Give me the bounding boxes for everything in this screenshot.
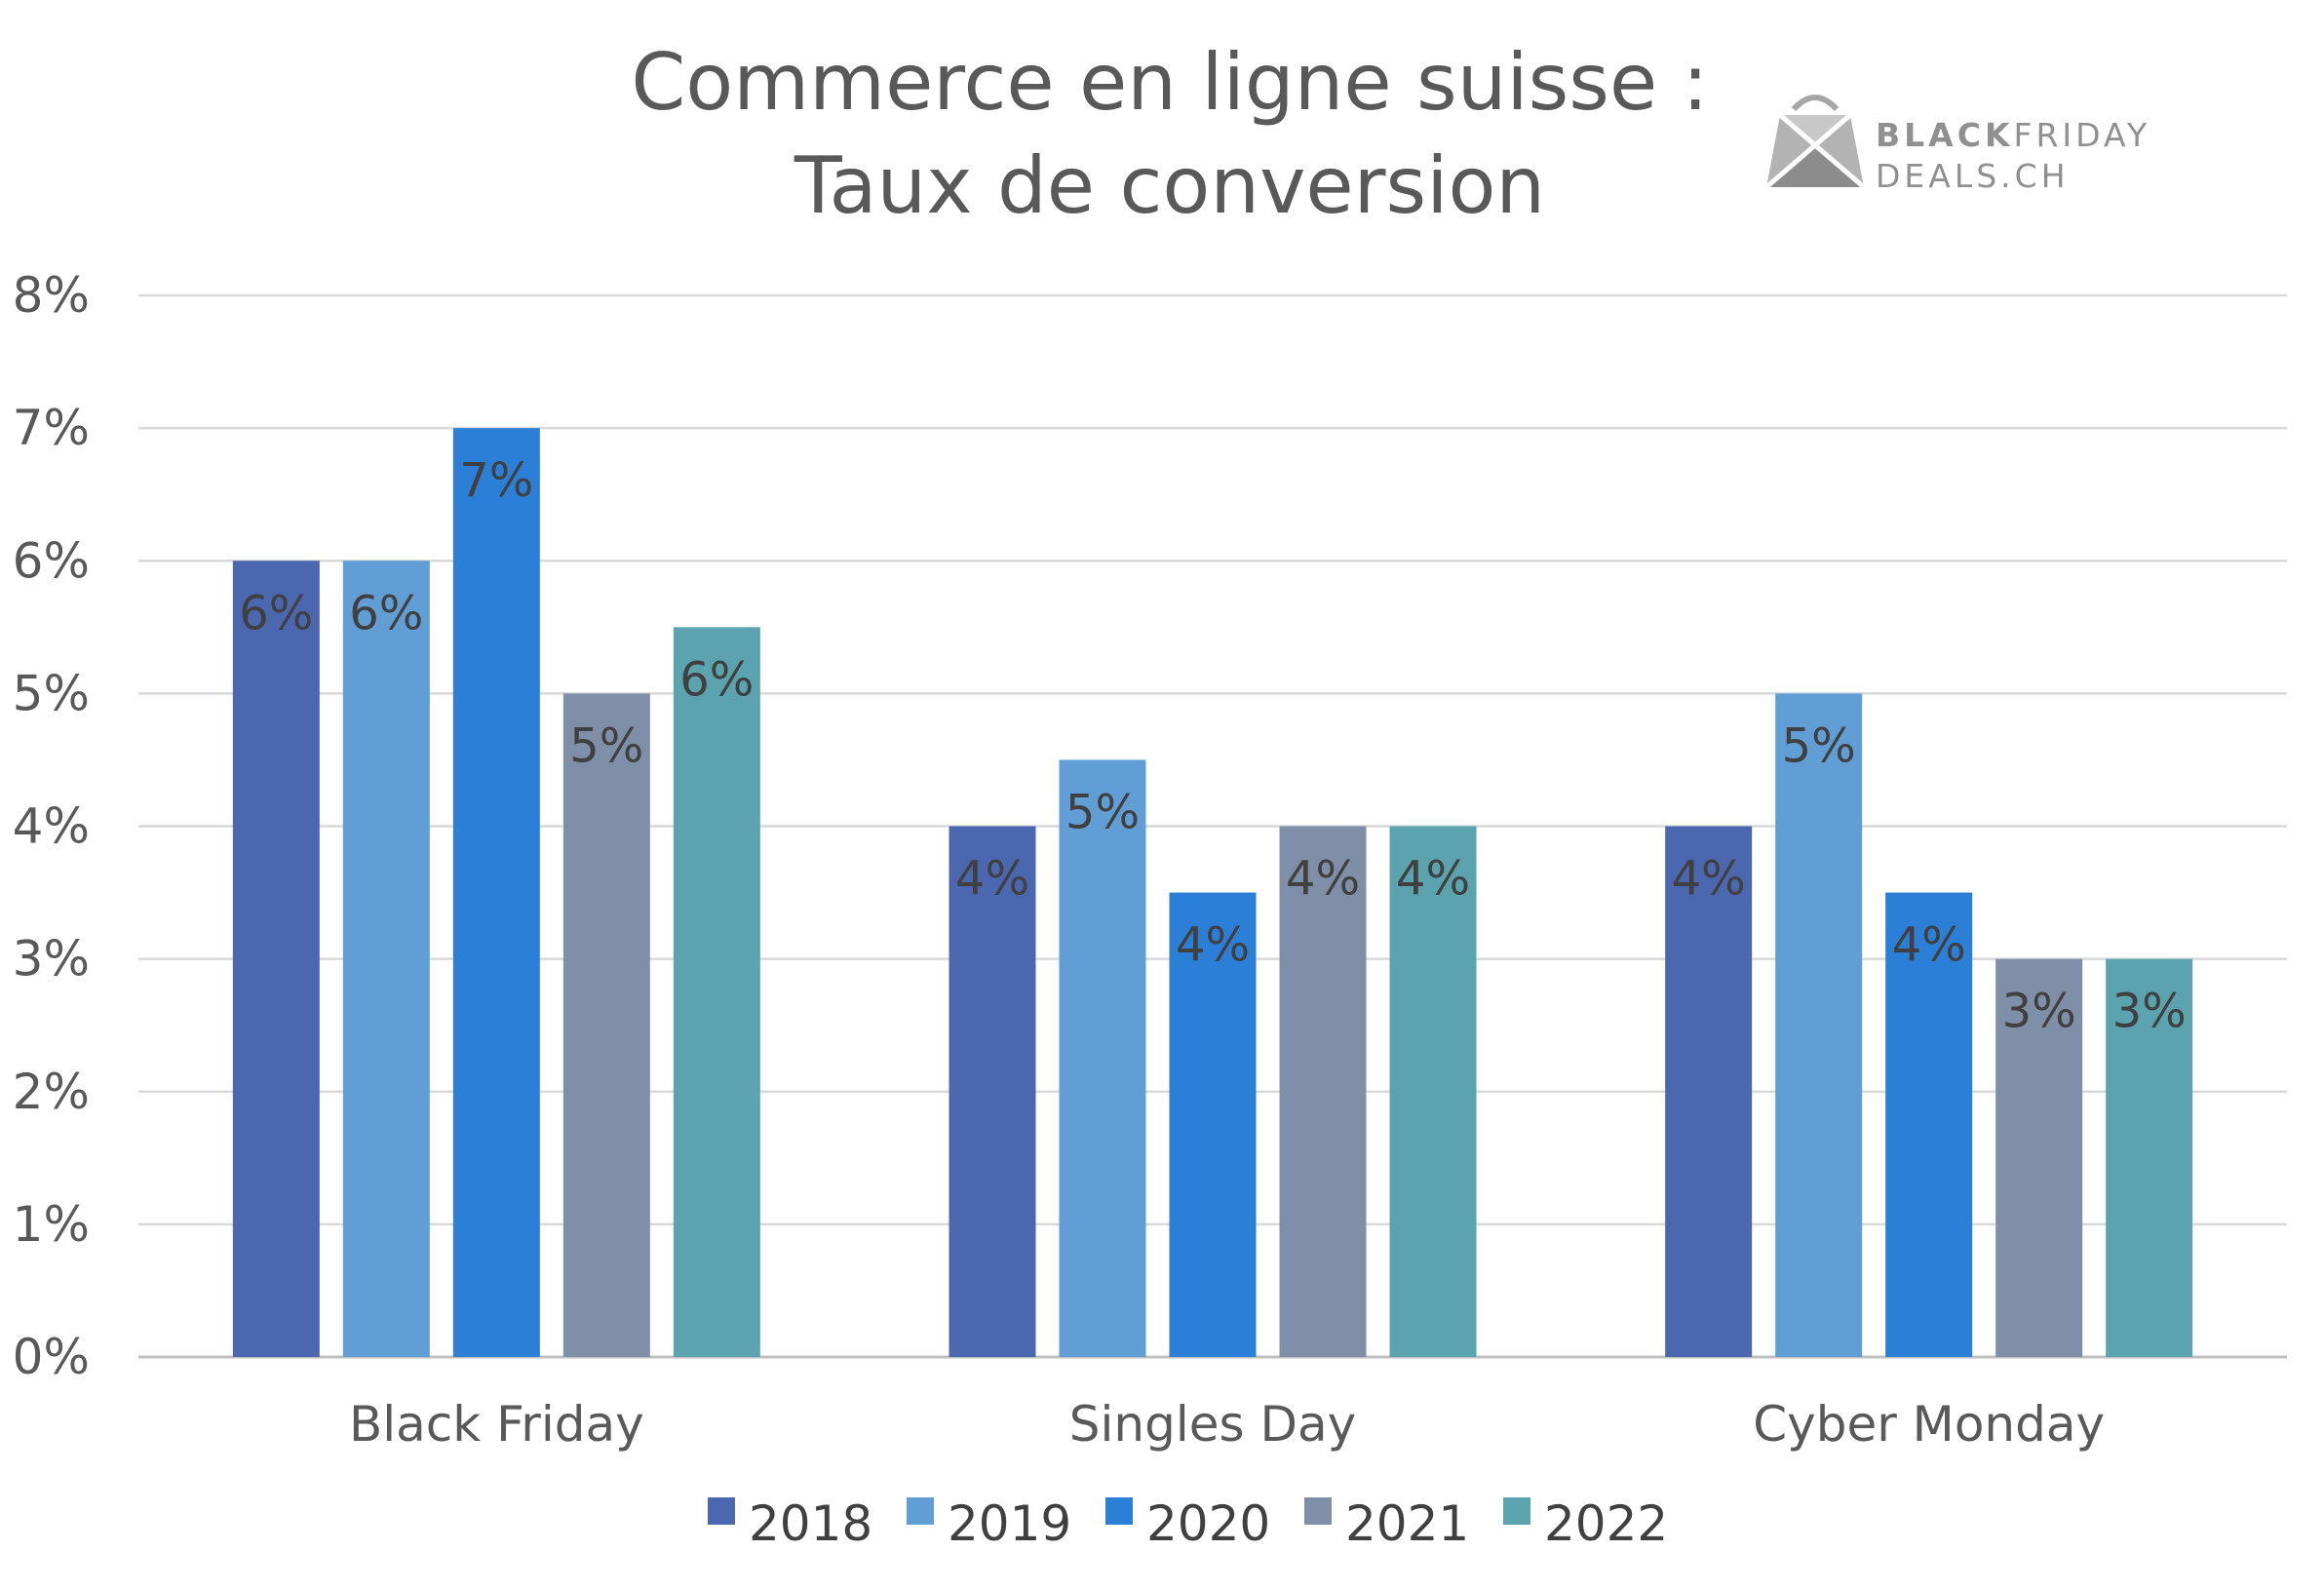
x-tick-label: Cyber Monday bbox=[1753, 1396, 2105, 1453]
bar-2018-black-friday bbox=[232, 561, 320, 1357]
bar-2019-singles-day bbox=[1059, 759, 1146, 1357]
bar-2021-black-friday bbox=[562, 693, 650, 1357]
bar-2018-cyber-monday bbox=[1665, 826, 1753, 1357]
data-label: 4% bbox=[1672, 852, 1746, 907]
data-label: 5% bbox=[569, 718, 643, 773]
data-label: 5% bbox=[1782, 718, 1856, 773]
bar-2022-black-friday bbox=[673, 627, 760, 1357]
legend-item-2019: 2019 bbox=[907, 1495, 1071, 1552]
legend-label: 2018 bbox=[749, 1495, 872, 1552]
data-label: 7% bbox=[459, 453, 533, 508]
y-tick-label: 2% bbox=[13, 1064, 90, 1120]
legend-label: 2022 bbox=[1544, 1495, 1668, 1552]
data-label: 3% bbox=[2112, 985, 2187, 1039]
x-axis-tick-labels: Black Friday Singles Day Cyber Monday bbox=[349, 1396, 2105, 1453]
bar-2020-cyber-monday bbox=[1885, 892, 1973, 1357]
y-tick-label: 1% bbox=[13, 1196, 90, 1253]
legend-swatch bbox=[1503, 1497, 1530, 1525]
legend-label: 2020 bbox=[1146, 1495, 1270, 1552]
data-label: 5% bbox=[1065, 785, 1140, 839]
y-tick-label: 4% bbox=[13, 798, 90, 855]
data-labels: 6% 6% 7% 5% 6% 4% 5% 4% 4% 4% 4% 5% 4% 3% 3% bbox=[239, 453, 2186, 1039]
bar-2019-cyber-monday bbox=[1775, 693, 1863, 1357]
bar-2019-black-friday bbox=[342, 561, 430, 1357]
bar-2021-cyber-monday bbox=[1995, 958, 2083, 1357]
chart-subtitle: Taux de conversion bbox=[794, 140, 1545, 231]
y-tick-label: 0% bbox=[13, 1329, 90, 1385]
legend-swatch bbox=[1105, 1497, 1133, 1525]
shopping-bag-icon bbox=[1764, 95, 1866, 189]
y-tick-label: 3% bbox=[13, 931, 90, 988]
bar-2020-singles-day bbox=[1169, 892, 1257, 1357]
data-label: 6% bbox=[679, 652, 754, 707]
data-label: 4% bbox=[1396, 852, 1470, 907]
y-tick-label: 7% bbox=[13, 400, 90, 456]
legend-swatch bbox=[1304, 1497, 1332, 1525]
legend: 2018 2019 2020 2021 2022 bbox=[708, 1495, 1668, 1552]
data-label: 3% bbox=[2002, 985, 2076, 1039]
legend-item-2022: 2022 bbox=[1503, 1495, 1668, 1552]
chart-title: Commerce en ligne suisse : bbox=[631, 37, 1708, 128]
logo-word-regular: FRIDAY bbox=[2014, 116, 2151, 154]
data-label: 4% bbox=[1286, 852, 1360, 907]
y-axis-tick-labels: 0% 1% 2% 3% 4% 5% 6% 7% 8% bbox=[13, 267, 90, 1385]
bar-2020-black-friday bbox=[452, 428, 540, 1357]
data-label: 4% bbox=[1176, 918, 1250, 973]
brand-logo: BLACKFRIDAY DEALS.CH bbox=[1764, 95, 2150, 195]
legend-swatch bbox=[708, 1497, 735, 1525]
legend-label: 2021 bbox=[1345, 1495, 1469, 1552]
bar-2021-singles-day bbox=[1279, 826, 1367, 1357]
y-tick-label: 5% bbox=[13, 665, 90, 721]
x-tick-label: Singles Day bbox=[1069, 1396, 1356, 1453]
y-tick-label: 6% bbox=[13, 532, 90, 589]
svg-text:BLACKFRIDAY: BLACKFRIDAY bbox=[1876, 116, 2150, 154]
data-label: 4% bbox=[1892, 918, 1966, 973]
data-label: 6% bbox=[349, 586, 423, 640]
bar-2022-singles-day bbox=[1389, 826, 1477, 1357]
legend-item-2021: 2021 bbox=[1304, 1495, 1469, 1552]
data-label: 4% bbox=[955, 852, 1029, 907]
legend-item-2020: 2020 bbox=[1105, 1495, 1270, 1552]
data-label: 6% bbox=[239, 586, 313, 640]
bars bbox=[232, 428, 2193, 1357]
bar-2018-singles-day bbox=[949, 826, 1036, 1357]
x-tick-label: Black Friday bbox=[349, 1396, 644, 1453]
bar-2022-cyber-monday bbox=[2106, 958, 2193, 1357]
legend-item-2018: 2018 bbox=[708, 1495, 872, 1552]
legend-label: 2019 bbox=[948, 1495, 1071, 1552]
logo-word-bold: BLACK bbox=[1876, 116, 2014, 154]
logo-domain: DEALS.CH bbox=[1876, 157, 2070, 195]
y-tick-label: 8% bbox=[13, 267, 90, 324]
legend-swatch bbox=[907, 1497, 934, 1525]
